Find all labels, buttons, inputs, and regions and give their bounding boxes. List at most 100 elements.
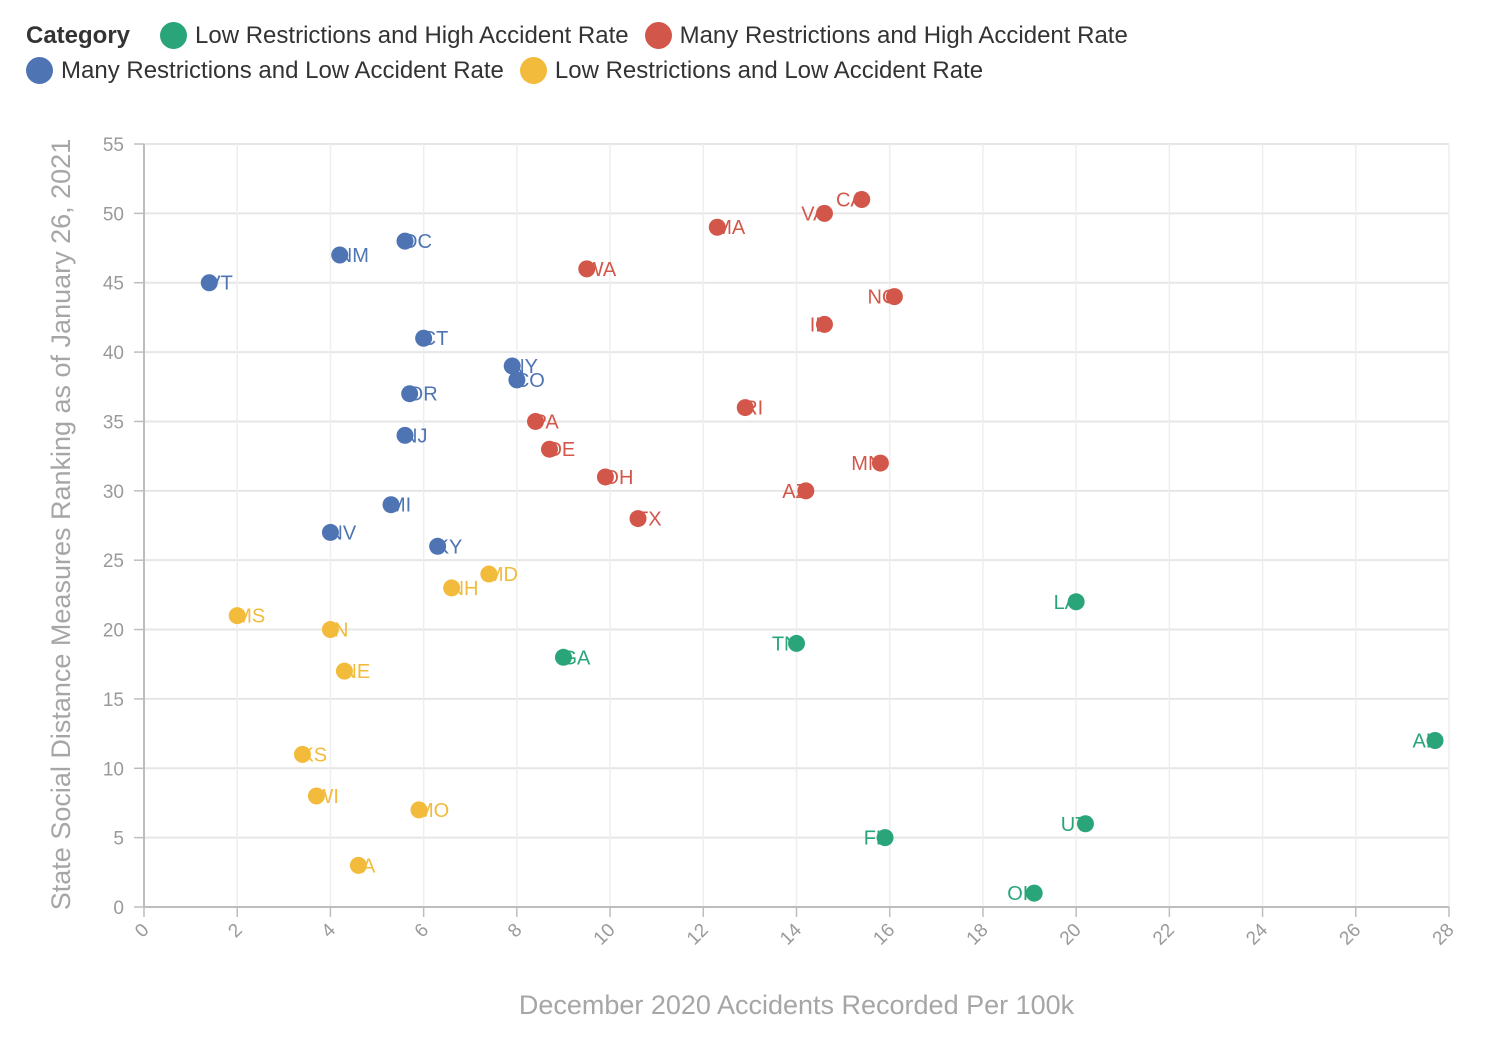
- point-label-de: DE: [547, 439, 575, 461]
- data-point-mo: [410, 801, 428, 819]
- data-point-nj: [396, 426, 414, 444]
- data-point-tx: [629, 510, 647, 528]
- legend-item[interactable]: Low Restrictions and High Accident Rate: [160, 22, 629, 50]
- point-label-nm: NM: [338, 245, 369, 267]
- point-label-va: VA: [801, 203, 827, 225]
- legend-label: Low Restrictions and Low Accident Rate: [554, 56, 984, 84]
- point-label-nh: NH: [450, 578, 479, 600]
- data-point-ks: [293, 745, 311, 763]
- data-point-wi: [307, 787, 325, 805]
- data-point-in: [321, 621, 339, 639]
- x-tick-label: 2: [224, 920, 246, 942]
- point-label-al: AL: [1413, 731, 1437, 753]
- x-tick-label: 16: [869, 920, 899, 950]
- x-tick-label: 24: [1242, 919, 1272, 949]
- point-label-tn: TN: [772, 633, 799, 655]
- legend-item[interactable]: Many Restrictions and Low Accident Rate: [26, 57, 504, 85]
- data-point-ok: [1025, 884, 1043, 902]
- x-tick-label: 26: [1336, 920, 1366, 950]
- y-tick-label: 55: [103, 135, 124, 156]
- point-label-oh: OH: [603, 467, 633, 489]
- legend-swatch-blue: [26, 57, 53, 84]
- data-point-pa: [527, 412, 544, 430]
- data-point-dc: [396, 232, 414, 250]
- x-tick-label: 0: [131, 920, 153, 942]
- legend-row-1: Category Low Restrictions and High Accid…: [26, 18, 1486, 53]
- point-label-wa: WA: [585, 259, 617, 281]
- point-label-co: CO: [515, 370, 545, 392]
- x-tick-label: 4: [318, 919, 341, 942]
- y-tick-label: 15: [103, 690, 124, 711]
- y-tick-label: 45: [103, 274, 124, 295]
- legend-item[interactable]: Many Restrictions and High Accident Rate: [644, 21, 1128, 50]
- y-tick-label: 5: [113, 829, 124, 850]
- point-label-fl: FL: [864, 828, 887, 850]
- axes: [134, 143, 1450, 917]
- legend: Category Low Restrictions and High Accid…: [26, 18, 1486, 88]
- point-label-il: IL: [810, 314, 827, 336]
- data-point-la: [1067, 593, 1085, 611]
- point-label-ne: NE: [342, 661, 370, 683]
- y-tick-label: 30: [103, 482, 124, 503]
- x-tick-label: 20: [1056, 920, 1086, 950]
- point-label-in: IN: [328, 620, 348, 642]
- data-point-ne: [335, 662, 353, 680]
- y-tick-label: 10: [103, 759, 124, 780]
- point-label-wi: WI: [314, 786, 338, 808]
- y-tick-label: 0: [113, 898, 124, 919]
- point-label-ma: MA: [715, 217, 746, 239]
- point-label-nj: NJ: [403, 425, 427, 447]
- data-point-ms: [228, 607, 246, 625]
- point-label-mo: MO: [417, 800, 449, 822]
- data-point-oh: [596, 468, 614, 486]
- y-tick-label: 35: [103, 412, 124, 433]
- point-label-tx: TX: [636, 509, 662, 531]
- data-point-nc: [885, 288, 903, 306]
- point-label-ky: KY: [436, 536, 463, 558]
- point-label-vt: VT: [207, 273, 233, 295]
- data-point-il: [815, 315, 833, 333]
- point-label-ok: OK: [1007, 883, 1037, 905]
- y-tick-label: 50: [103, 204, 124, 225]
- data-point-nm: [331, 246, 349, 264]
- point-label-ca: CA: [836, 189, 864, 211]
- data-point-md: [480, 565, 498, 583]
- legend-swatch-yellow: [519, 57, 547, 84]
- grid-lines: [143, 143, 1450, 908]
- x-tick-label: 28: [1429, 920, 1459, 950]
- point-label-ct: CT: [422, 328, 449, 350]
- point-label-nv: NV: [328, 522, 356, 544]
- point-label-ut: UT: [1061, 814, 1088, 836]
- data-point-va: [815, 204, 833, 222]
- data-point-nv: [321, 523, 339, 541]
- y-axis-title: State Social Distance Measures Ranking a…: [46, 139, 76, 910]
- legend-title: Category: [26, 21, 131, 49]
- legend-row-2: Many Restrictions and Low Accident Rate …: [26, 53, 1486, 88]
- point-label-dc: DC: [403, 231, 432, 253]
- y-tick-label: 25: [103, 551, 124, 572]
- legend-label: Many Restrictions and High Accident Rate: [679, 21, 1128, 49]
- data-point-de: [540, 440, 558, 458]
- legend-item[interactable]: Low Restrictions and Low Accident Rate: [519, 56, 984, 85]
- point-label-ia: IA: [356, 855, 376, 877]
- x-tick-label: 12: [683, 920, 713, 950]
- data-point-fl: [876, 829, 894, 847]
- data-point-co: [508, 371, 526, 389]
- data-point-al: [1426, 732, 1444, 750]
- data-point-ma: [708, 218, 726, 236]
- legend-label: Low Restrictions and High Accident Rate: [195, 21, 629, 49]
- x-tick-label: 22: [1149, 920, 1179, 950]
- point-label-mi: MI: [389, 495, 411, 517]
- data-point-ct: [415, 329, 433, 347]
- data-point-ny: [503, 357, 521, 375]
- data-point-ia: [349, 856, 367, 874]
- point-label-pa: PA: [534, 411, 560, 433]
- y-tick-label: 20: [103, 621, 124, 642]
- legend-label: Many Restrictions and Low Accident Rate: [61, 56, 504, 84]
- data-points: LA TN GA AL UT FL OK CA VA MA WA NC IL RI PA DE MN OH AZ TX…: [200, 189, 1444, 905]
- point-label-ga: GA: [561, 647, 591, 669]
- point-label-nc: NC: [867, 287, 896, 309]
- data-point-ri: [736, 399, 754, 417]
- point-label-or: OR: [408, 384, 438, 406]
